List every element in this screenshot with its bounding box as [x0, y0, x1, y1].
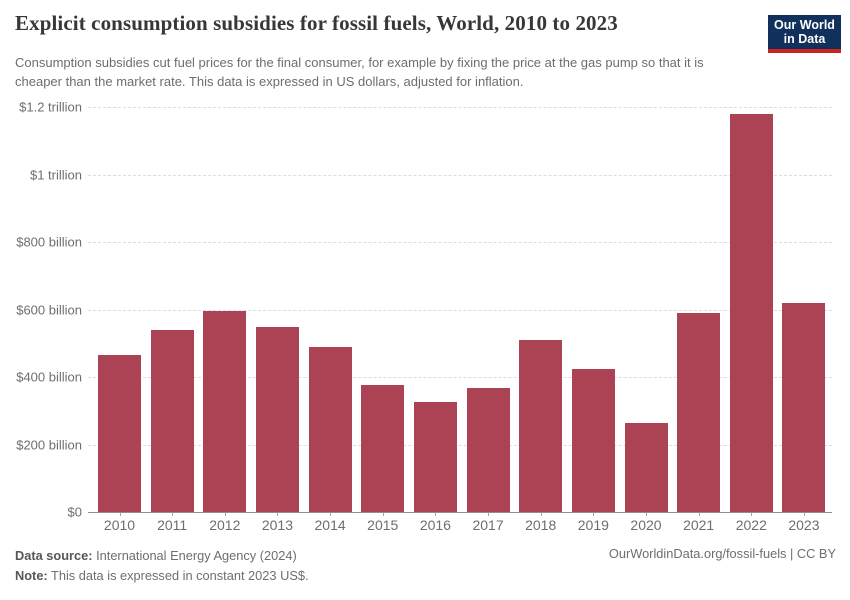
- x-axis-tick-2014: [330, 512, 332, 516]
- x-axis-label-2014: 2014: [314, 517, 346, 533]
- x-axis-tick-2011: [172, 512, 174, 516]
- bar-2011[interactable]: [150, 330, 194, 512]
- x-axis-tick-2020: [646, 512, 647, 516]
- x-axis-tick-2010: [119, 512, 121, 516]
- x-axis-tick-2015: [382, 512, 384, 516]
- x-axis-label-2012: 2012: [209, 517, 241, 533]
- chart-title: Explicit consumption subsidies for fossi…: [15, 11, 618, 35]
- x-axis-tick-2022: [751, 512, 753, 516]
- y-axis-label-200: $200 billion: [16, 437, 82, 452]
- note-text: This data is expressed in constant 2023 …: [47, 568, 309, 583]
- bar-2012[interactable]: [203, 310, 247, 512]
- x-axis-tick-2012: [224, 512, 226, 516]
- y-axis-label-400: $400 billion: [16, 369, 82, 385]
- x-axis-line: [88, 512, 832, 513]
- owid-logo-line2: in Data: [783, 32, 826, 46]
- x-axis-label-2016: 2016: [419, 517, 451, 533]
- note-line: Note: This data is expressed in constant…: [15, 566, 309, 586]
- owid-logo-line1: Our World: [774, 17, 835, 32]
- x-axis-label-2022: 2022: [735, 517, 767, 533]
- x-axis-tick-2013: [277, 512, 279, 516]
- x-axis-label-2019: 2019: [577, 517, 609, 533]
- y-axis-label-800: $800 billion: [16, 234, 82, 250]
- y-axis-label-600: $600 billion: [16, 302, 82, 317]
- x-axis-label-2013: 2013: [261, 517, 294, 533]
- bar-2023[interactable]: [782, 303, 826, 512]
- chart-subtitle: Consumption subsidies cut fuel prices fo…: [15, 55, 704, 89]
- y-gridline-200: [88, 444, 832, 446]
- bar-2021[interactable]: [677, 313, 721, 512]
- x-axis-tick-2018: [540, 512, 542, 516]
- y-gridline-1200: [88, 107, 832, 108]
- y-axis-label-1000: $1 trillion: [29, 167, 82, 182]
- bar-2017[interactable]: [466, 388, 510, 512]
- bar-2022[interactable]: [729, 114, 773, 512]
- x-axis-label-2011: 2011: [157, 517, 188, 533]
- x-axis-label-2018: 2018: [525, 517, 557, 533]
- y-gridline-600: [88, 309, 832, 311]
- y-gridline-800: [88, 242, 832, 243]
- y-axis-label-1200: $1.2 trillion: [19, 99, 82, 115]
- x-axis-label-2010: 2010: [103, 517, 136, 533]
- x-axis-label-2020: 2020: [630, 517, 662, 533]
- data-source-label: Data source:: [15, 548, 93, 563]
- bar-2016[interactable]: [413, 401, 457, 512]
- x-axis-label-2021: 2021: [683, 517, 715, 533]
- bar-2013[interactable]: [255, 327, 299, 512]
- y-axis-label-0: $0: [67, 504, 82, 520]
- x-axis-tick-2017: [488, 512, 490, 516]
- bar-2015[interactable]: [361, 385, 405, 512]
- data-source-line: Data source: International Energy Agency…: [15, 546, 309, 566]
- bar-2014[interactable]: [308, 346, 352, 512]
- x-axis-label-2017: 2017: [472, 517, 504, 533]
- chart-footer: Data source: International Energy Agency…: [15, 546, 309, 586]
- bar-2018[interactable]: [519, 339, 563, 512]
- x-axis-tick-2019: [593, 512, 595, 516]
- x-axis-tick-2016: [435, 512, 437, 516]
- x-axis-label-2023: 2023: [788, 517, 820, 533]
- note-label: Note:: [15, 568, 48, 583]
- bar-2020[interactable]: [624, 423, 668, 512]
- bar-2019[interactable]: [571, 369, 615, 512]
- x-axis-label-2015: 2015: [367, 517, 399, 533]
- x-axis-tick-2021: [698, 512, 700, 516]
- y-gridline-400: [88, 377, 832, 378]
- bar-2010[interactable]: [98, 354, 141, 512]
- x-axis-tick-2023: [803, 512, 805, 516]
- y-gridline-1000: [88, 174, 832, 176]
- owid-logo[interactable]: Our World in Data: [768, 15, 841, 53]
- data-source-text: International Energy Agency (2024): [92, 548, 297, 563]
- attribution-link[interactable]: OurWorldinData.org/fossil-fuels | CC BY: [608, 546, 836, 561]
